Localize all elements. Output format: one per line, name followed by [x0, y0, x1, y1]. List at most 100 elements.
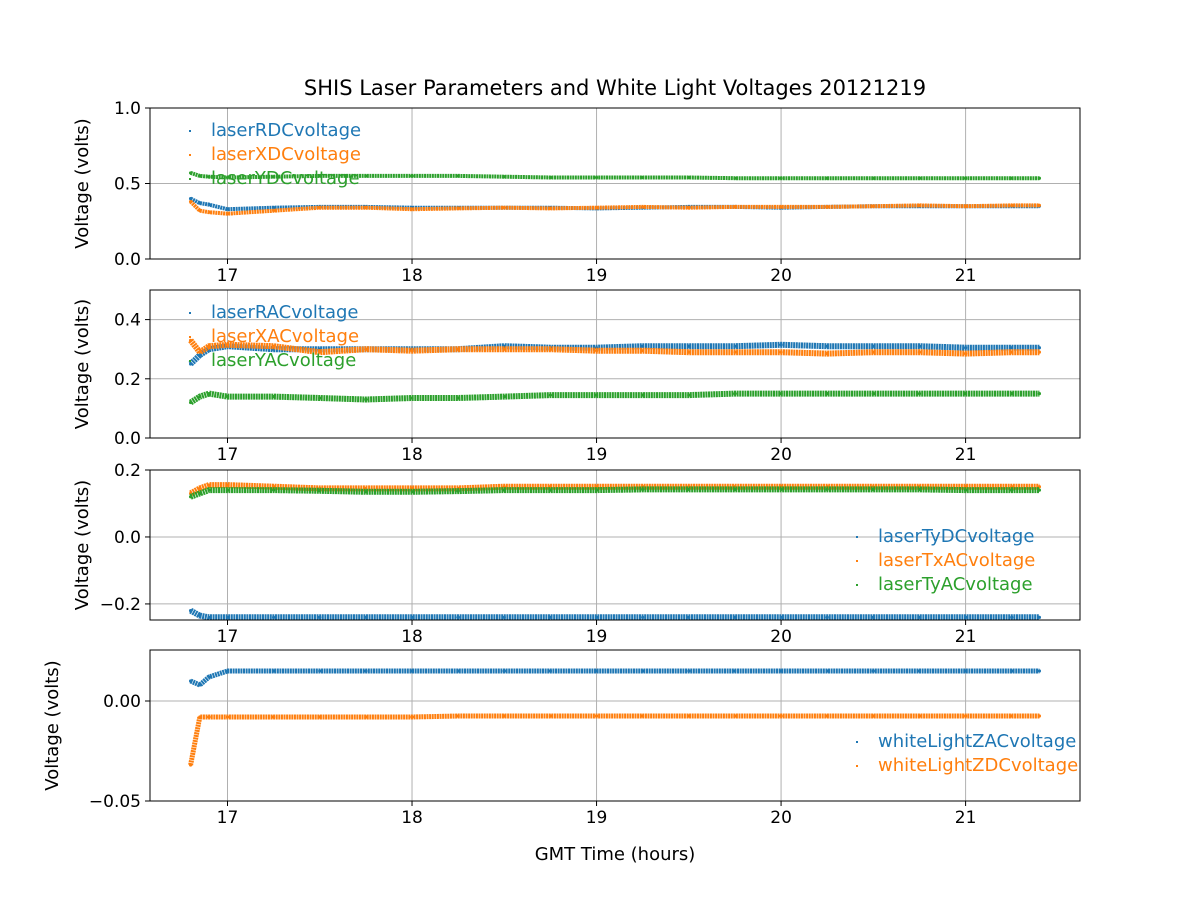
data-point — [502, 347, 506, 351]
y-axis-label: Voltage (volts) — [42, 660, 63, 790]
y-tick-label: −0.05 — [89, 792, 141, 812]
data-point — [548, 347, 553, 351]
data-point — [1037, 176, 1042, 180]
x-tick-label: 18 — [401, 808, 423, 828]
legend-label: laserYACvoltage — [211, 350, 356, 371]
data-point — [687, 669, 691, 673]
data-point — [641, 669, 645, 673]
data-point — [318, 715, 322, 719]
y-tick-label: 0.5 — [114, 175, 141, 195]
data-point — [198, 491, 202, 496]
data-point — [198, 614, 202, 618]
data-point — [1010, 488, 1014, 492]
data-point — [198, 201, 202, 205]
data-point — [410, 174, 414, 178]
series-group — [188, 338, 1042, 406]
data-point — [1037, 203, 1042, 207]
series-laserYACvoltage — [188, 390, 1040, 406]
x-tick-label: 21 — [955, 627, 977, 647]
series-group — [188, 170, 1042, 216]
data-point — [687, 487, 691, 492]
y-tick-label: −0.2 — [100, 595, 141, 615]
y-tick-label: 1.0 — [114, 99, 141, 119]
data-point — [198, 209, 202, 213]
data-point — [1037, 669, 1042, 673]
data-point — [871, 487, 875, 492]
data-point — [198, 715, 202, 719]
y-tick-label: 0.2 — [114, 370, 141, 390]
legend-marker — [856, 741, 858, 743]
data-point — [456, 206, 460, 211]
data-point — [364, 490, 368, 494]
legend-marker — [856, 560, 858, 562]
y-tick-label: 0.0 — [114, 250, 141, 270]
data-point — [594, 175, 599, 180]
data-point — [364, 347, 368, 351]
legend-label: laserXDCvoltage — [211, 144, 361, 165]
data-point — [318, 174, 322, 178]
data-point — [641, 205, 645, 209]
data-point — [779, 615, 783, 619]
data-point — [272, 206, 276, 210]
data-point — [871, 615, 875, 619]
x-tick-label: 17 — [217, 266, 239, 286]
x-tick-label: 20 — [770, 266, 792, 286]
data-point — [917, 714, 922, 718]
data-point — [1010, 669, 1014, 673]
data-point — [1037, 714, 1042, 718]
data-point — [1010, 350, 1014, 354]
data-point — [825, 615, 829, 619]
data-point — [594, 714, 599, 718]
series-laserTyACvoltage — [189, 486, 1040, 500]
data-point — [594, 615, 599, 619]
legend-label: laserTxACvoltage — [878, 550, 1035, 571]
y-tick-label: 0.0 — [114, 429, 141, 449]
legend-marker — [856, 584, 858, 586]
data-point — [456, 615, 460, 619]
data-point — [207, 488, 211, 492]
data-point — [641, 349, 645, 353]
data-point — [917, 392, 922, 396]
data-point — [641, 344, 645, 348]
data-point — [917, 487, 922, 492]
legend-label: laserTyACvoltage — [878, 574, 1033, 595]
data-point — [272, 615, 276, 619]
data-point — [641, 175, 645, 180]
data-point — [963, 669, 968, 673]
data-point — [687, 175, 691, 180]
data-point — [825, 392, 829, 396]
legend-label: whiteLightZDCvoltage — [878, 755, 1078, 776]
data-point — [1037, 615, 1042, 619]
data-point — [198, 353, 202, 357]
data-point — [825, 176, 829, 180]
data-point — [963, 352, 968, 356]
subplot-4: 17 18 19 20 21 −0.05 0.00 Voltage (volts) whiteL… — [42, 649, 1081, 828]
data-point — [410, 207, 414, 211]
y-axis-label: Voltage (volts) — [72, 480, 93, 610]
x-tick-label: 19 — [586, 445, 608, 465]
data-point — [502, 714, 506, 718]
legend-marker — [189, 336, 191, 338]
axes-frame — [149, 469, 1081, 621]
x-tick-label: 21 — [955, 266, 977, 286]
data-point — [207, 203, 211, 207]
x-tick-label: 20 — [770, 627, 792, 647]
data-point — [1010, 203, 1014, 207]
data-point — [963, 204, 968, 208]
legend-marker — [189, 312, 191, 314]
data-point — [502, 488, 506, 492]
data-point — [594, 393, 599, 397]
data-point — [687, 350, 691, 354]
data-point — [364, 615, 368, 619]
data-point — [1010, 346, 1014, 350]
legend-marker — [856, 765, 858, 767]
panels: 17 18 19 20 21 0.0 0.5 1.0 Voltage (volts) laserR… — [42, 99, 1081, 828]
x-tick-label: 19 — [586, 627, 608, 647]
x-tick-label: 17 — [217, 627, 239, 647]
data-point — [825, 714, 829, 718]
data-point — [207, 210, 211, 214]
legend-label: whiteLightZACvoltage — [878, 731, 1076, 752]
x-tick-label: 17 — [217, 808, 239, 828]
x-tick-label: 20 — [770, 445, 792, 465]
